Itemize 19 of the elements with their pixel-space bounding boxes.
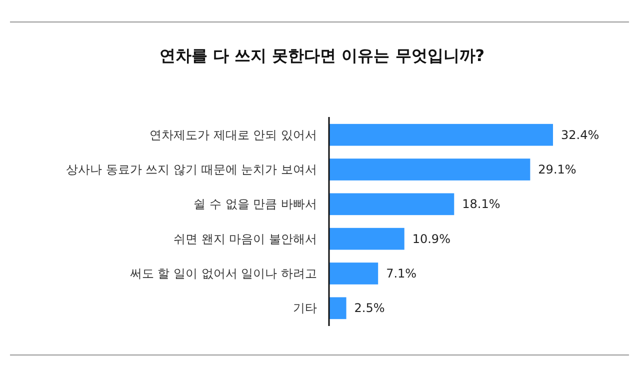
data-label: 18.1%: [462, 197, 500, 212]
y-tick-label: 쉬면 왠지 마음이 불안해서: [174, 232, 317, 246]
bar: [329, 262, 378, 284]
data-label: 29.1%: [538, 162, 576, 177]
data-label: 10.9%: [412, 232, 450, 246]
y-tick-label: 써도 할 일이 없어서 일이나 하려고: [130, 266, 317, 280]
y-tick-label: 기타: [293, 301, 317, 316]
bar: [329, 228, 404, 250]
bar: [329, 193, 454, 216]
data-label: 2.5%: [354, 301, 385, 316]
data-label: 7.1%: [386, 266, 417, 280]
y-tick-label: 연차제도가 제대로 안되 있어서: [150, 128, 317, 142]
bar: [329, 124, 553, 146]
data-label: 32.4%: [561, 128, 600, 142]
chart-title: 연차를 다 쓰지 못한다면 이유는 무엇입니까?: [159, 46, 485, 65]
y-tick-label: 상사나 동료가 쓰지 않기 때문에 눈치가 보여서: [66, 162, 317, 177]
y-tick-label: 쉴 수 없을 만큼 바빠서: [194, 197, 317, 212]
bar: [329, 158, 530, 180]
bar: [329, 297, 346, 320]
